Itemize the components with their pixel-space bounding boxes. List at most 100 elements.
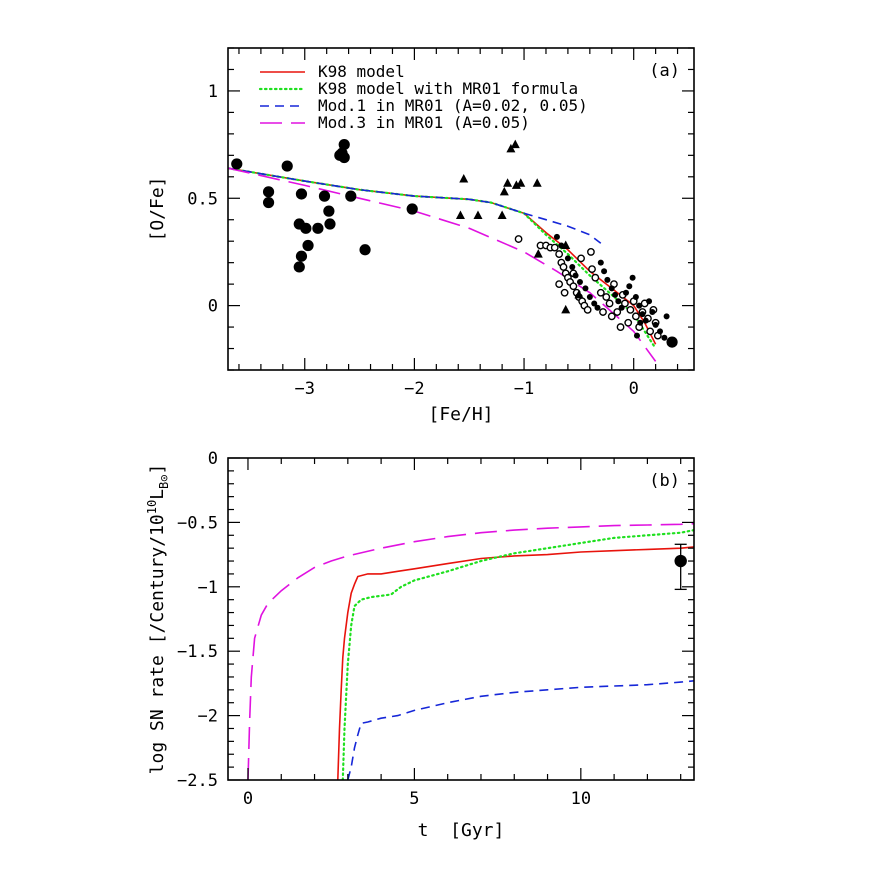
open-circle-point bbox=[599, 308, 607, 316]
open-circle-point bbox=[550, 243, 559, 252]
large-filled-point bbox=[293, 261, 305, 273]
series-line-2 bbox=[228, 167, 657, 350]
open-circle-point bbox=[626, 305, 635, 314]
x-tick-label: 10 bbox=[571, 789, 591, 809]
y-tick-label: 0.5 bbox=[187, 189, 218, 209]
small-filled-point bbox=[618, 304, 625, 311]
panel-b-y-axis-label: log SN rate [/Century/1010LB⊙] bbox=[145, 464, 171, 775]
panel-b-y-label-tail: L bbox=[147, 489, 168, 500]
panel-a-y-axis-label: [O/Fe] bbox=[147, 176, 168, 241]
small-filled-point bbox=[633, 332, 640, 339]
series-line-1 bbox=[228, 167, 657, 345]
panel-b-label: (b) bbox=[649, 471, 680, 491]
small-filled-point bbox=[615, 298, 622, 305]
open-circle-point bbox=[607, 312, 616, 321]
triangle-point bbox=[503, 178, 513, 187]
small-filled-point bbox=[652, 321, 659, 328]
triangle-point bbox=[506, 143, 516, 153]
y-tick-label: −2 bbox=[198, 707, 218, 727]
plot-area bbox=[247, 522, 694, 780]
small-filled-point bbox=[636, 302, 643, 309]
panel-b: 0 5 10 0 −0.5 −1 −1.5 −2 −2.5 (b) t [Gyr] log SN… bbox=[145, 449, 695, 841]
legend-label-4: Mod.3 in MR01 (A=0.05) bbox=[318, 113, 530, 132]
small-filled-point bbox=[576, 278, 583, 285]
small-filled-point bbox=[582, 285, 589, 292]
series-line-4 bbox=[228, 167, 657, 362]
open-circle-point bbox=[596, 288, 605, 297]
small-filled-point bbox=[649, 309, 656, 316]
small-filled-point bbox=[629, 274, 636, 281]
large-filled-point bbox=[295, 250, 308, 262]
small-filled-point bbox=[642, 317, 649, 324]
small-filled-point bbox=[553, 233, 560, 240]
open-circle-point bbox=[631, 312, 640, 321]
panel-b-data-layer bbox=[247, 522, 694, 780]
series-line-3 bbox=[228, 167, 602, 244]
x-tick-label: −2 bbox=[404, 379, 424, 399]
y-tick-label: −1.5 bbox=[177, 642, 218, 662]
open-circle-point bbox=[602, 293, 611, 301]
small-filled-point bbox=[594, 304, 601, 311]
large-filled-point bbox=[281, 160, 293, 172]
x-tick-label: 0 bbox=[243, 789, 253, 809]
open-circle-point bbox=[577, 254, 585, 263]
small-filled-point bbox=[586, 294, 593, 301]
small-filled-point bbox=[663, 313, 670, 320]
panel-a-data-layer bbox=[228, 139, 678, 362]
small-filled-point bbox=[639, 311, 646, 318]
open-circle-point bbox=[569, 282, 578, 291]
small-filled-point bbox=[637, 319, 644, 326]
large-filled-point bbox=[318, 190, 331, 202]
small-filled-point bbox=[612, 291, 619, 298]
triangle-point bbox=[459, 173, 469, 183]
large-filled-point bbox=[345, 190, 357, 202]
open-circle-point bbox=[624, 318, 633, 327]
open-circle-point bbox=[559, 263, 568, 271]
triangle-point bbox=[532, 178, 542, 187]
small-filled-point bbox=[604, 276, 611, 283]
large-filled-point bbox=[300, 222, 312, 234]
large-filled-point bbox=[338, 151, 350, 164]
triangle-point bbox=[473, 210, 483, 219]
x-tick-label: 5 bbox=[409, 789, 419, 809]
small-filled-point bbox=[591, 300, 598, 307]
large-filled-point bbox=[231, 158, 243, 170]
open-circle-point bbox=[583, 305, 592, 314]
observed-sn-rate-point bbox=[674, 554, 687, 568]
triangle-point bbox=[499, 186, 509, 196]
y-tick-label: −0.5 bbox=[177, 513, 218, 533]
triangle-point bbox=[455, 210, 465, 219]
triangle-point bbox=[561, 304, 571, 314]
legend-label-2: K98 model with MR01 formula bbox=[318, 79, 578, 98]
panel-a-x-axis-label: [Fe/H] bbox=[428, 404, 493, 425]
plot-area bbox=[228, 139, 678, 362]
small-filled-point bbox=[661, 334, 668, 341]
open-circle-point bbox=[621, 299, 629, 308]
large-filled-point bbox=[312, 222, 324, 234]
panel-b-ticks: 0 5 10 0 −0.5 −1 −1.5 −2 −2.5 bbox=[177, 449, 694, 809]
open-circle-point bbox=[591, 273, 600, 282]
panel-b-y-label-close: ] bbox=[147, 464, 168, 475]
series-line-3 bbox=[347, 680, 694, 780]
triangle-point bbox=[516, 178, 526, 187]
series-line-1 bbox=[337, 546, 694, 780]
small-filled-point bbox=[569, 263, 576, 270]
panel-a-frame bbox=[227, 47, 695, 371]
panel-b-frame bbox=[227, 457, 695, 781]
triangle-point bbox=[510, 139, 520, 149]
large-filled-point bbox=[338, 139, 350, 151]
triangle-point bbox=[511, 180, 521, 189]
open-circle-point bbox=[587, 248, 595, 256]
y-tick-label: 0 bbox=[208, 297, 218, 317]
open-circle-point bbox=[616, 323, 625, 331]
small-filled-point bbox=[597, 259, 604, 266]
large-filled-point bbox=[323, 205, 335, 217]
y-tick-label: 0 bbox=[208, 449, 218, 469]
small-filled-point bbox=[632, 294, 639, 301]
large-filled-point bbox=[666, 336, 678, 348]
large-filled-point bbox=[302, 239, 314, 252]
small-filled-point bbox=[608, 285, 615, 292]
